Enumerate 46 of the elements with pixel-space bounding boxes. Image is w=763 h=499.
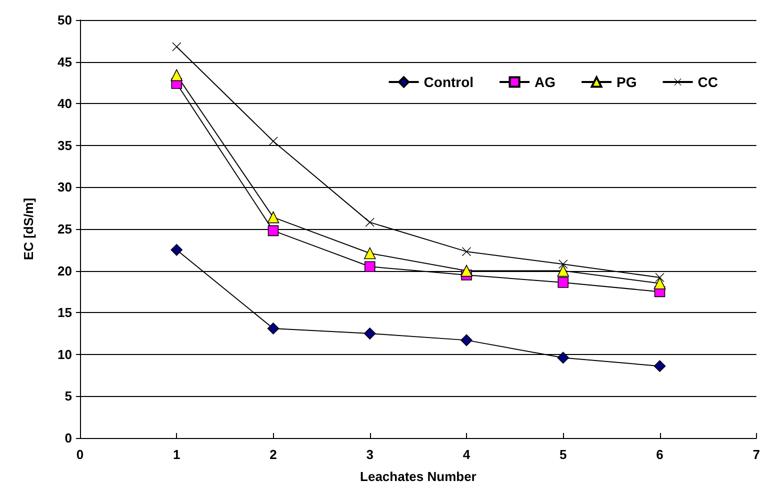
y-tick-label: 10 (58, 346, 72, 362)
point (268, 225, 279, 236)
point (172, 42, 182, 52)
x-tick-label: 3 (366, 447, 374, 462)
y-tick-label: 25 (58, 222, 72, 236)
point (364, 328, 376, 340)
point (654, 277, 666, 290)
x-tick-label: 1 (173, 447, 180, 462)
legend-label: CC (698, 74, 718, 90)
point (267, 322, 280, 334)
x-tick-label: 4 (462, 447, 471, 462)
point (655, 272, 664, 282)
y-tick-label: 50 (58, 12, 72, 28)
point (558, 260, 568, 269)
point (365, 218, 374, 227)
point (654, 360, 666, 372)
x-tick-label: 0 (76, 447, 84, 462)
y-tick-label: 30 (58, 180, 72, 195)
y-tick-label: 40 (58, 96, 72, 112)
x-tick-label: 2 (270, 447, 277, 462)
legend-label: AG (534, 74, 556, 90)
y-tick-label: 45 (58, 54, 72, 70)
x-axis-title: Leachates Number (360, 469, 476, 484)
point (268, 136, 278, 146)
x-tick-label: 6 (656, 447, 664, 462)
y-tick-label: 15 (58, 305, 72, 320)
point (170, 244, 183, 256)
point (460, 264, 472, 277)
x-tick-label: 7 (752, 447, 760, 462)
x-tick-label: 5 (560, 447, 567, 462)
point (460, 334, 472, 346)
point (170, 69, 183, 82)
legend-label: Control (424, 74, 474, 90)
point (364, 247, 376, 260)
point (462, 247, 472, 256)
legend-label: PG (616, 74, 637, 90)
y-tick-label: 20 (58, 263, 72, 278)
y-tick-label: 0 (64, 430, 72, 446)
y-tick-label: 35 (58, 138, 72, 153)
point (364, 261, 376, 272)
point (557, 264, 570, 277)
y-axis-title: EC [dS/m] (21, 198, 36, 260)
point (557, 352, 570, 364)
point (558, 277, 569, 288)
y-tick-label: 5 (64, 388, 72, 404)
point (267, 211, 280, 224)
